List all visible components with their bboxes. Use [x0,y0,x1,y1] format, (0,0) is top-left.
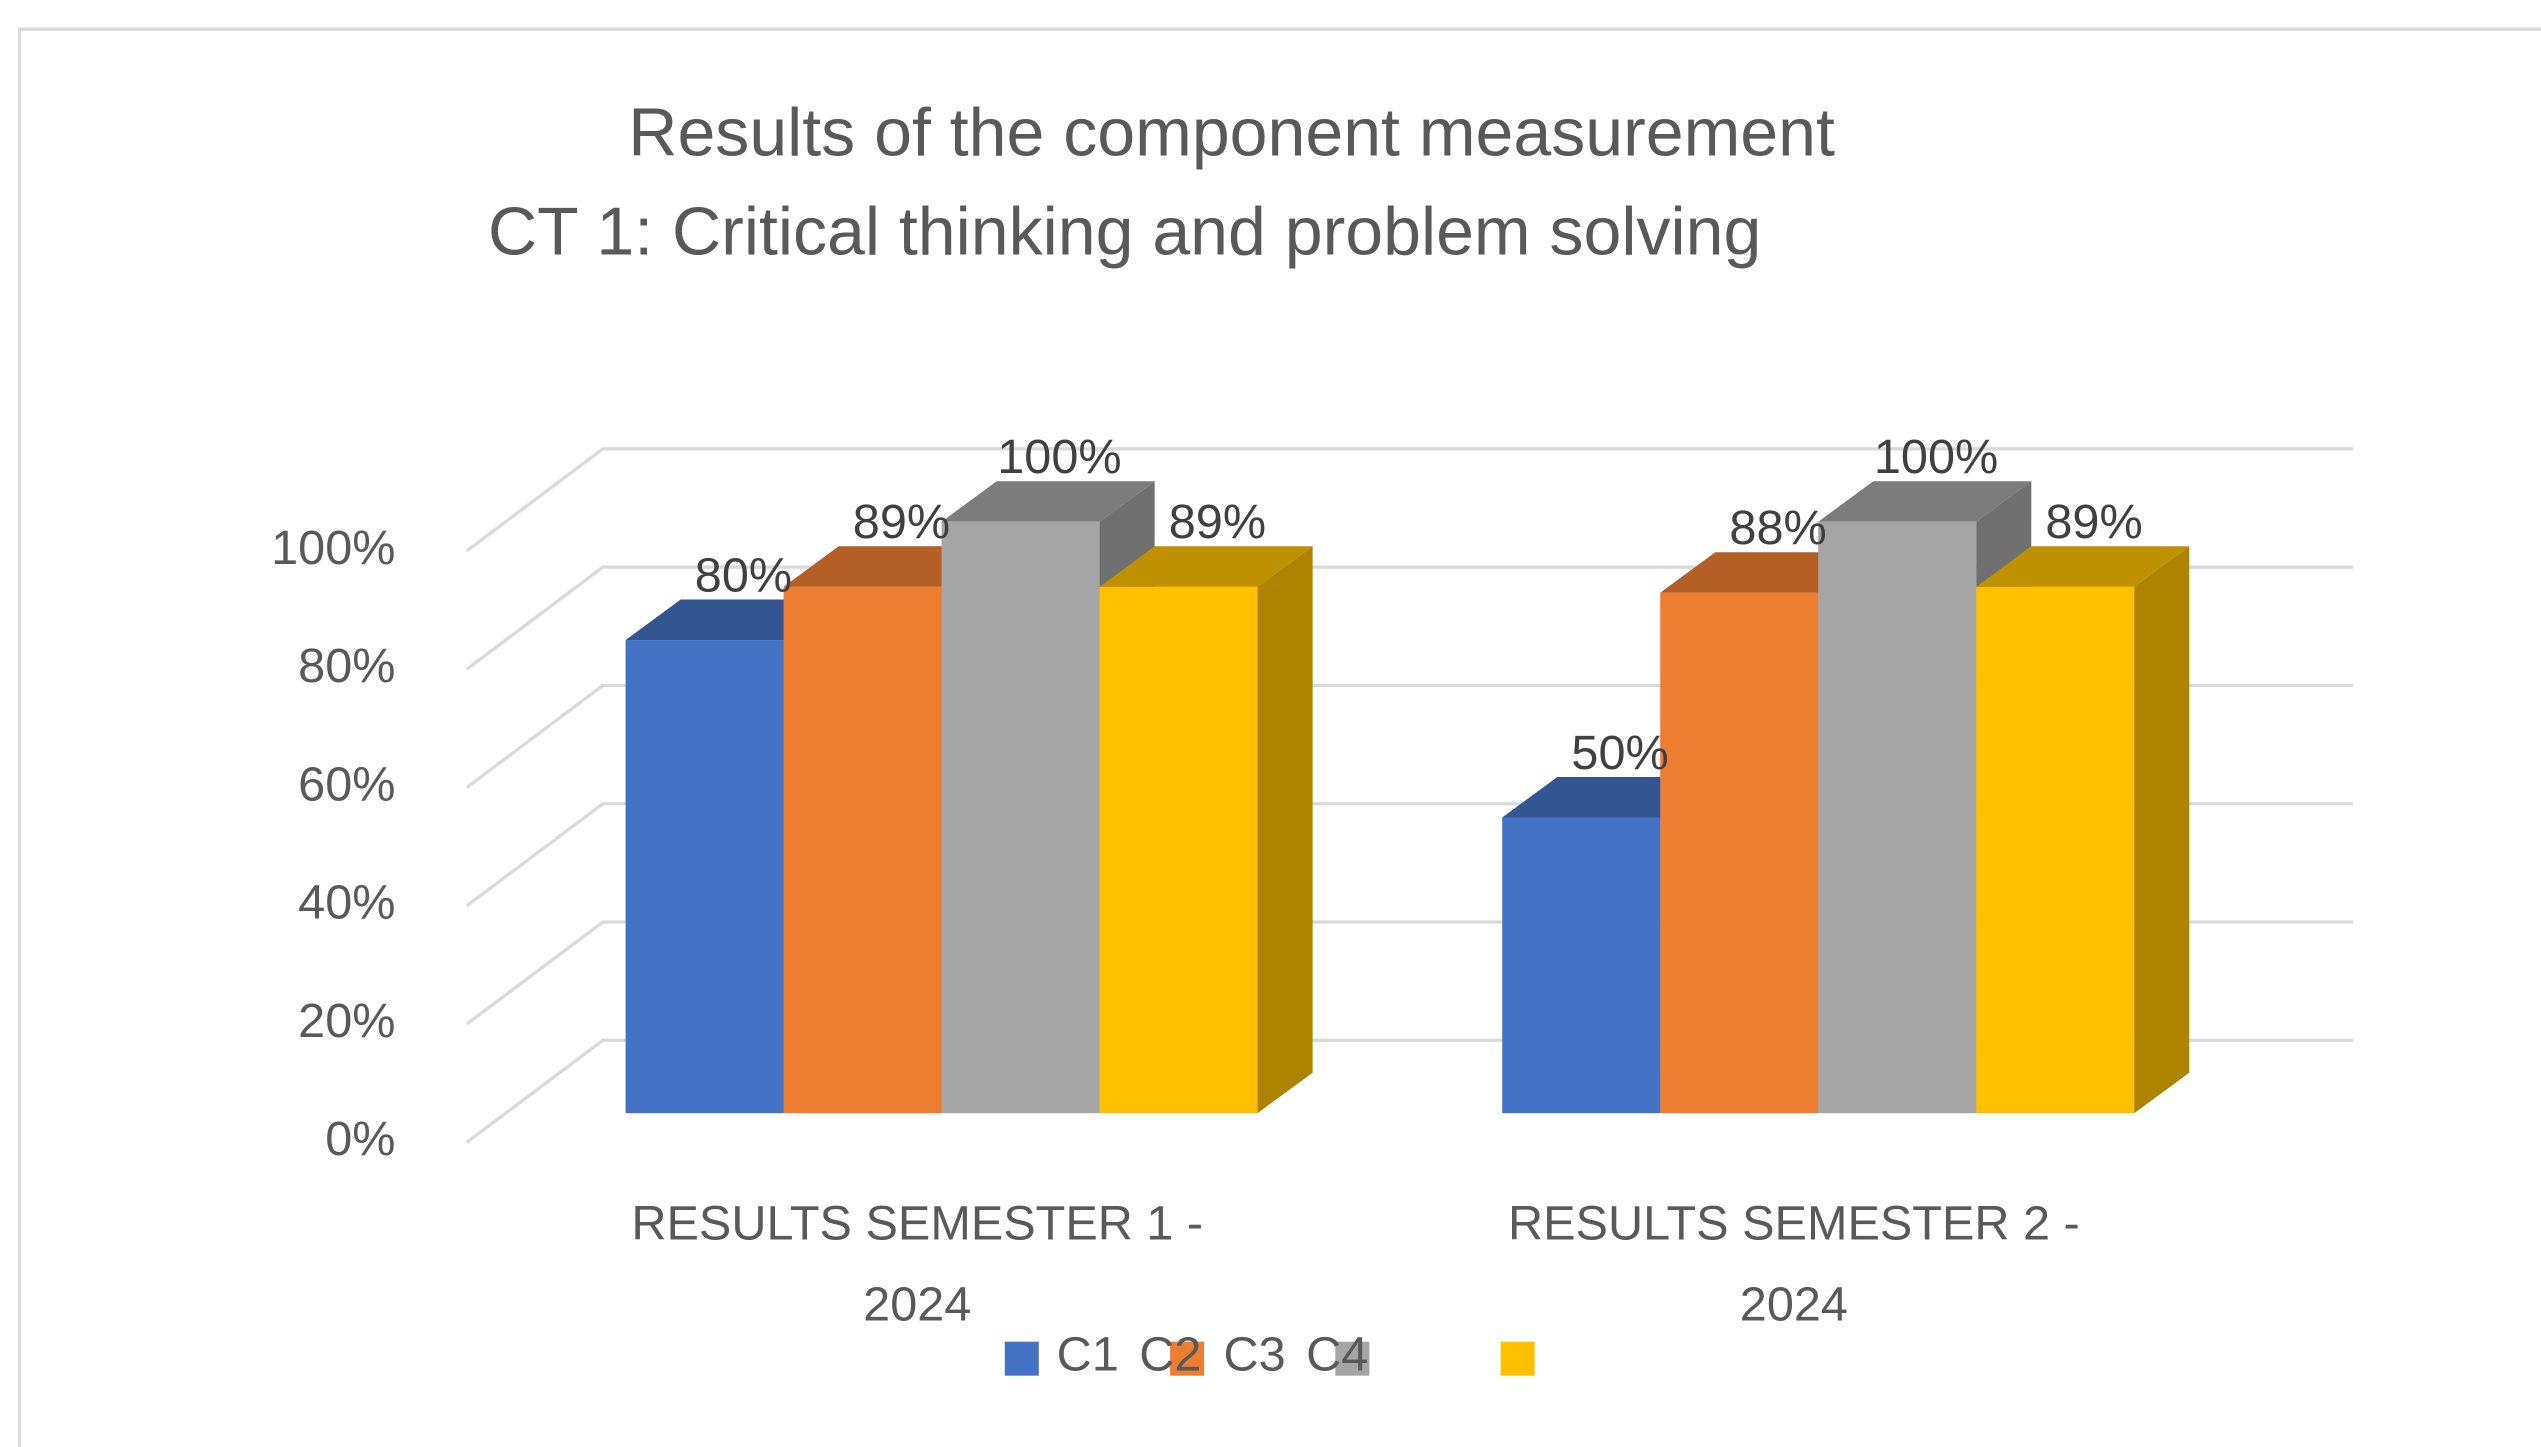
bar [1099,586,1258,1114]
data-label: 89% [2045,495,2142,549]
y-tick-label: 20% [298,994,395,1048]
bar-side [2134,546,2190,1114]
bar-top [941,481,1155,522]
y-tick-label: 100% [271,521,395,575]
y-tick-label: 0% [325,1112,395,1166]
legend-swatch [1500,1341,1535,1376]
grid-line [465,447,2353,553]
chart-title: Results of the component measurement [628,95,1835,171]
bar [1976,586,2135,1114]
bar [625,640,784,1114]
x-tick-label: RESULTS SEMESTER 1 -2024 [631,1196,1203,1331]
x-tick-label: RESULTS SEMESTER 2 -2024 [1508,1196,2080,1331]
legend-swatch [1335,1341,1370,1376]
y-tick-label: 40% [298,876,395,930]
bar-top [1818,481,2032,522]
legend-swatch [1004,1341,1039,1376]
data-label: 100% [997,430,1121,484]
bar-top [1976,546,2190,587]
bar [1818,521,1977,1114]
bar-side [1257,546,1313,1114]
bar [783,586,942,1114]
y-tick-label: 60% [298,757,395,811]
legend-label: C2 [1139,1328,1201,1382]
bar [1660,592,1819,1114]
legend-label: C1 [1057,1328,1119,1382]
chart-subtitle: CT 1: Critical thinking and problem solv… [488,194,1761,270]
legend-swatch [1170,1341,1205,1376]
bar-top [1099,546,1313,587]
bar [941,521,1100,1114]
legend-label: C3 [1224,1328,1286,1382]
data-label: 88% [1729,501,1826,555]
data-label: 80% [695,548,792,602]
legend-label: C4 [1306,1328,1368,1382]
data-label: 50% [1571,726,1668,780]
y-tick-label: 80% [298,639,395,693]
bar [1502,817,1661,1114]
data-label: 89% [853,495,950,549]
data-label: 89% [1169,495,1266,549]
data-label: 100% [1874,430,1998,484]
